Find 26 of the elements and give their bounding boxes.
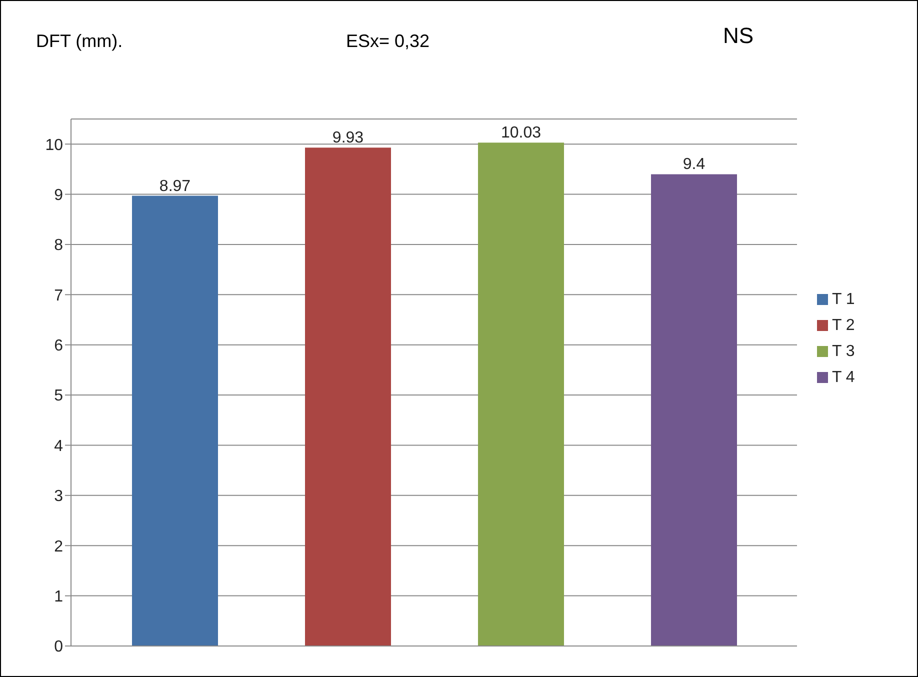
bar [478,142,564,646]
data-label: 9.93 [332,130,364,147]
legend-label: T 1 [832,290,855,308]
data-label: 10.03 [500,124,542,142]
bar [132,196,218,646]
data-label: 9.4 [682,156,706,174]
data-label: 8.97 [159,178,191,195]
text: NS [723,23,754,49]
y-tick-label: 2 [54,538,64,556]
y-tick-label: 4 [54,438,64,455]
legend-label: T 4 [832,368,855,386]
y-tick-label: 10 [45,136,64,154]
y-tick-label: 0 [54,638,64,656]
bar [651,174,737,646]
legend-label: T 3 [832,342,855,360]
text: ESx= 0,32 [346,31,430,52]
y-tick-label: 8 [54,237,64,254]
bar [305,148,391,646]
y-tick-label: 6 [54,338,64,355]
y-axis-title: DFT (mm). [36,31,123,52]
y-tick-label: 3 [54,488,64,506]
y-tick-label: 7 [54,287,64,304]
y-tick-label: 9 [54,186,64,204]
y-tick-label: 1 [54,588,64,606]
y-tick-label: 5 [54,388,64,405]
legend-label: T 2 [832,316,855,334]
